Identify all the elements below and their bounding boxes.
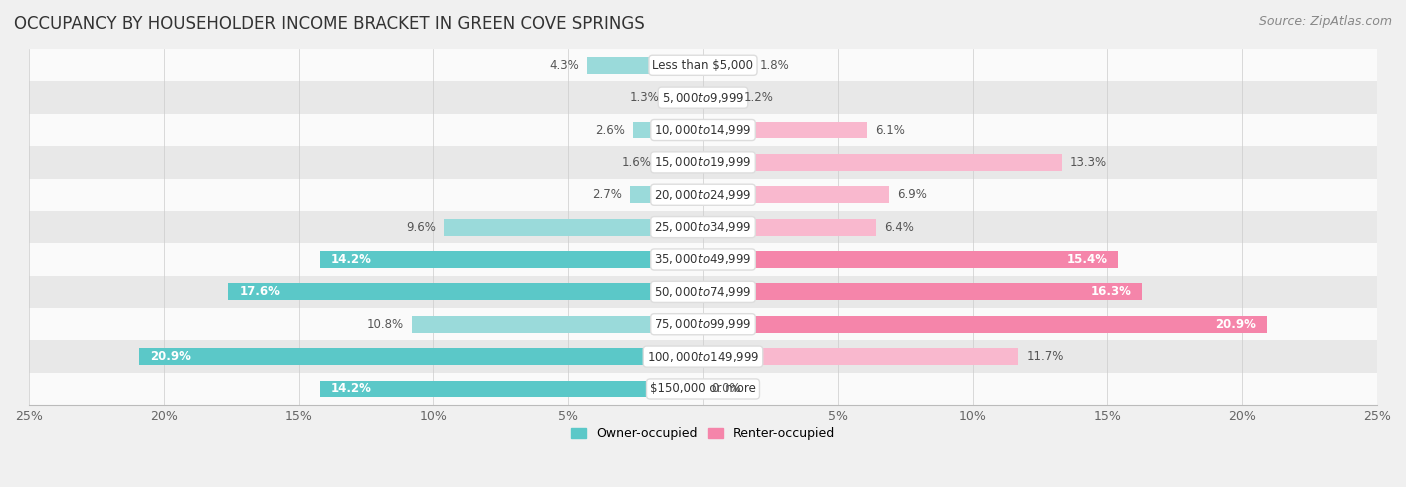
- Bar: [30, 81, 1376, 114]
- Text: 4.3%: 4.3%: [550, 59, 579, 72]
- Text: 1.3%: 1.3%: [630, 91, 659, 104]
- Bar: [139, 348, 703, 365]
- Bar: [703, 283, 1143, 300]
- Text: 20.9%: 20.9%: [150, 350, 191, 363]
- Text: 9.6%: 9.6%: [406, 221, 436, 234]
- Bar: [228, 283, 703, 300]
- Bar: [668, 89, 703, 106]
- Bar: [30, 114, 1376, 146]
- Text: $15,000 to $19,999: $15,000 to $19,999: [654, 155, 752, 169]
- Text: Source: ZipAtlas.com: Source: ZipAtlas.com: [1258, 15, 1392, 28]
- Bar: [30, 340, 1376, 373]
- Text: $35,000 to $49,999: $35,000 to $49,999: [654, 252, 752, 266]
- Text: 11.7%: 11.7%: [1026, 350, 1064, 363]
- Text: $75,000 to $99,999: $75,000 to $99,999: [654, 317, 752, 331]
- Bar: [703, 187, 889, 203]
- Text: $10,000 to $14,999: $10,000 to $14,999: [654, 123, 752, 137]
- Text: $5,000 to $9,999: $5,000 to $9,999: [662, 91, 744, 105]
- Text: $25,000 to $34,999: $25,000 to $34,999: [654, 220, 752, 234]
- Bar: [703, 251, 1118, 268]
- Text: 15.4%: 15.4%: [1066, 253, 1108, 266]
- Text: 20.9%: 20.9%: [1215, 318, 1256, 331]
- Bar: [30, 373, 1376, 405]
- Bar: [703, 316, 1267, 333]
- Bar: [30, 308, 1376, 340]
- Text: Less than $5,000: Less than $5,000: [652, 59, 754, 72]
- Text: 10.8%: 10.8%: [367, 318, 404, 331]
- Bar: [703, 57, 752, 74]
- Text: 14.2%: 14.2%: [330, 382, 371, 395]
- Bar: [703, 154, 1062, 171]
- Text: 17.6%: 17.6%: [239, 285, 280, 299]
- Text: 1.8%: 1.8%: [759, 59, 789, 72]
- Bar: [412, 316, 703, 333]
- Bar: [633, 122, 703, 138]
- Bar: [630, 187, 703, 203]
- Bar: [30, 244, 1376, 276]
- Text: 16.3%: 16.3%: [1091, 285, 1132, 299]
- Text: OCCUPANCY BY HOUSEHOLDER INCOME BRACKET IN GREEN COVE SPRINGS: OCCUPANCY BY HOUSEHOLDER INCOME BRACKET …: [14, 15, 645, 33]
- Bar: [30, 179, 1376, 211]
- Text: 13.3%: 13.3%: [1070, 156, 1107, 169]
- Text: $20,000 to $24,999: $20,000 to $24,999: [654, 188, 752, 202]
- Bar: [659, 154, 703, 171]
- Bar: [321, 251, 703, 268]
- Bar: [30, 146, 1376, 179]
- Text: 0.0%: 0.0%: [711, 382, 741, 395]
- Bar: [703, 122, 868, 138]
- Bar: [588, 57, 703, 74]
- Bar: [30, 49, 1376, 81]
- Text: 14.2%: 14.2%: [330, 253, 371, 266]
- Bar: [444, 219, 703, 236]
- Text: 2.6%: 2.6%: [595, 124, 624, 136]
- Text: 2.7%: 2.7%: [592, 188, 621, 201]
- Text: 6.9%: 6.9%: [897, 188, 927, 201]
- Text: $150,000 or more: $150,000 or more: [650, 382, 756, 395]
- Bar: [703, 348, 1018, 365]
- Text: 6.4%: 6.4%: [883, 221, 914, 234]
- Text: 6.1%: 6.1%: [876, 124, 905, 136]
- Text: $50,000 to $74,999: $50,000 to $74,999: [654, 285, 752, 299]
- Bar: [321, 380, 703, 397]
- Bar: [30, 276, 1376, 308]
- Text: 1.2%: 1.2%: [744, 91, 773, 104]
- Text: $100,000 to $149,999: $100,000 to $149,999: [647, 350, 759, 364]
- Bar: [703, 219, 876, 236]
- Text: 1.6%: 1.6%: [621, 156, 652, 169]
- Legend: Owner-occupied, Renter-occupied: Owner-occupied, Renter-occupied: [567, 422, 839, 445]
- Bar: [30, 211, 1376, 244]
- Bar: [703, 89, 735, 106]
